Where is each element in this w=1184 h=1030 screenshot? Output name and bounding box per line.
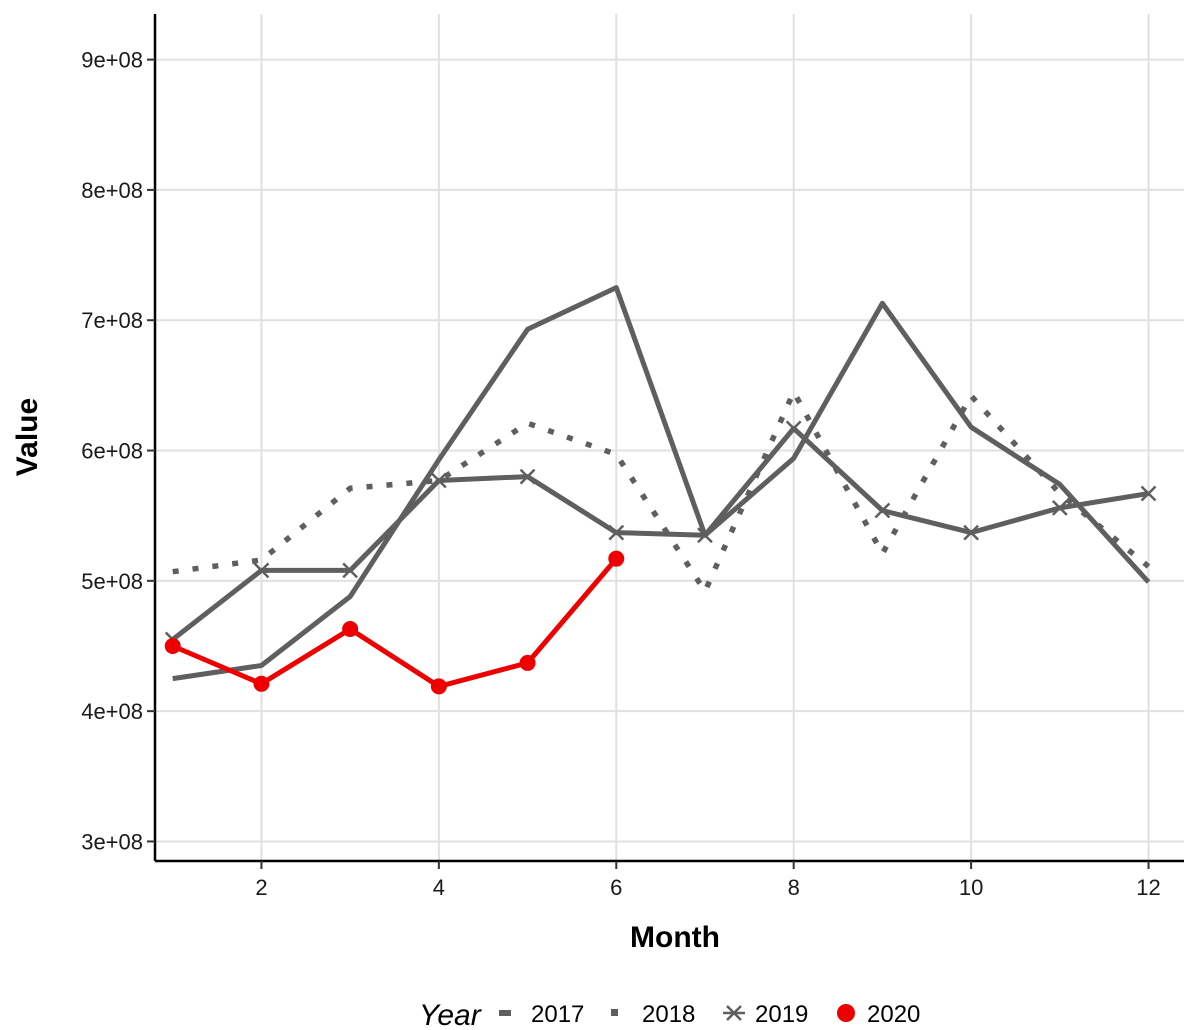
legend-label-2017: 2017 — [531, 1001, 584, 1028]
series-2019-point — [785, 420, 802, 437]
legend-label-2020: 2020 — [867, 1001, 920, 1028]
y-tick-label: 3e+08 — [81, 829, 143, 854]
series-2020-point — [608, 550, 625, 567]
series-2019-line — [171, 425, 1149, 642]
series-2017-line — [172, 285, 1151, 682]
series-2019-point — [519, 468, 536, 485]
series-2019-point — [1051, 499, 1068, 516]
y-tick-label: 5e+08 — [81, 569, 143, 594]
legend-key-2019 — [723, 1005, 745, 1021]
y-tick-label: 9e+08 — [81, 48, 143, 73]
series-2019-point — [608, 524, 625, 541]
legend-label-2018: 2018 — [642, 1001, 695, 1028]
x-axis-title: Month — [630, 921, 720, 954]
legend: Year 2017 2018 2019 2020 — [419, 999, 920, 1030]
series-2019-point — [253, 562, 270, 579]
legend-key-2020 — [837, 1004, 855, 1022]
series-2019-point — [1140, 485, 1157, 502]
series-2019-point — [874, 502, 891, 519]
legend-key-2017 — [499, 1010, 511, 1016]
series-2019-point — [342, 562, 359, 579]
series-2020-point — [253, 675, 270, 692]
series-2020-point — [164, 637, 181, 654]
y-axis-title: Value — [11, 398, 44, 476]
legend-title: Year — [419, 999, 482, 1030]
x-tick-label: 12 — [1136, 875, 1160, 900]
y-tick-label: 8e+08 — [81, 178, 143, 203]
x-tick-label: 10 — [959, 875, 983, 900]
x-tick-label: 8 — [788, 875, 800, 900]
x-tick-label: 4 — [433, 875, 445, 900]
legend-label-2019: 2019 — [755, 1001, 808, 1028]
series-2018-line — [172, 389, 1151, 595]
series-2020-line — [171, 557, 619, 689]
series-2019-point — [697, 527, 713, 544]
series-2020-point — [342, 621, 359, 638]
x-tick-label: 6 — [610, 875, 622, 900]
series-2019-point — [963, 524, 979, 541]
grid — [155, 14, 1184, 861]
legend-key-2018 — [611, 1009, 618, 1016]
axes: 3e+08 4e+08 5e+08 6e+08 7e+08 8e+08 9e+08 2 4 6 8 1… — [81, 14, 1184, 900]
series-2020-point — [430, 678, 447, 695]
series-layer — [164, 285, 1157, 695]
y-tick-label: 7e+08 — [81, 308, 143, 333]
x-tick-label: 2 — [255, 875, 267, 900]
series-2019-point — [430, 472, 447, 489]
y-tick-label: 4e+08 — [81, 699, 143, 724]
series-2020-point — [519, 654, 536, 671]
y-tick-label: 6e+08 — [81, 439, 143, 464]
